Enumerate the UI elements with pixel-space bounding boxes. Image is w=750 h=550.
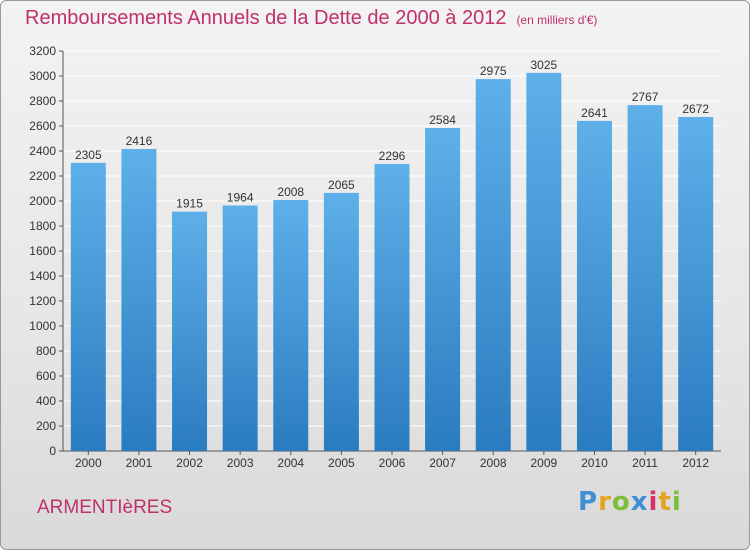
bar	[273, 200, 309, 451]
data-label: 3025	[530, 58, 557, 72]
data-label: 2672	[682, 102, 709, 116]
y-tick-label: 600	[36, 369, 56, 383]
data-label: 1915	[176, 197, 203, 211]
x-tick-label: 2007	[429, 456, 456, 470]
y-tick-label: 2200	[29, 169, 56, 183]
data-label: 2584	[429, 113, 456, 127]
x-tick-label: 2012	[682, 456, 709, 470]
logo-letter: t	[658, 487, 672, 517]
x-tick-label: 2010	[581, 456, 608, 470]
bar	[323, 192, 359, 451]
data-label: 2641	[581, 106, 608, 120]
chart-title: Remboursements Annuels de la Dette de 20…	[25, 7, 597, 30]
bar	[172, 211, 208, 451]
y-tick-label: 1000	[29, 319, 56, 333]
x-tick-label: 2001	[126, 456, 153, 470]
y-tick-label: 2800	[29, 94, 56, 108]
bar	[121, 149, 157, 451]
logo-letter: P	[578, 487, 599, 517]
logo-letter: x	[630, 487, 649, 517]
x-tick-label: 2011	[632, 456, 658, 470]
chart-unit: (en milliers d'€)	[516, 13, 598, 27]
x-tick-label: 2009	[530, 456, 557, 470]
data-label: 2008	[277, 185, 304, 199]
y-tick-label: 1400	[29, 269, 56, 283]
bar	[576, 120, 612, 451]
logo-letter: i	[671, 487, 682, 517]
y-tick-label: 3000	[29, 69, 56, 83]
y-tick-label: 3200	[29, 44, 56, 58]
x-tick-label: 2008	[480, 456, 507, 470]
x-tick-label: 2000	[75, 456, 102, 470]
x-tick-label: 2006	[379, 456, 406, 470]
x-tick-label: 2002	[176, 456, 203, 470]
bar	[425, 128, 461, 451]
y-tick-label: 2400	[29, 144, 56, 158]
x-tick-label: 2003	[227, 456, 254, 470]
data-label: 2065	[328, 178, 355, 192]
y-tick-label: 0	[49, 444, 56, 458]
data-label: 2296	[379, 149, 406, 163]
bar	[222, 205, 258, 451]
data-label: 2416	[126, 134, 153, 148]
bar	[627, 105, 663, 451]
x-tick-label: 2005	[328, 456, 355, 470]
y-tick-label: 800	[36, 344, 56, 358]
y-tick-label: 1800	[29, 219, 56, 233]
y-tick-label: 2600	[29, 119, 56, 133]
logo-letter: o	[611, 487, 631, 517]
y-tick-label: 1600	[29, 244, 56, 258]
data-label: 1964	[227, 191, 254, 205]
bar	[374, 164, 410, 451]
data-label: 2305	[75, 148, 102, 162]
bar	[475, 79, 511, 451]
logo-letter: i	[648, 487, 659, 517]
bar	[70, 162, 106, 451]
bar	[678, 117, 714, 451]
y-tick-label: 2000	[29, 194, 56, 208]
data-label: 2767	[632, 90, 659, 104]
y-tick-label: 1200	[29, 294, 56, 308]
chart-title-text: Remboursements Annuels de la Dette de 20…	[25, 7, 507, 29]
y-tick-label: 400	[36, 394, 56, 408]
logo-letter: r	[598, 487, 612, 517]
bar	[526, 72, 562, 451]
x-tick-label: 2004	[277, 456, 304, 470]
y-tick-label: 200	[36, 419, 56, 433]
city-name: ARMENTIèRES	[37, 497, 173, 518]
data-label: 2975	[480, 64, 507, 78]
proxiti-logo: Proxiti	[578, 487, 682, 517]
